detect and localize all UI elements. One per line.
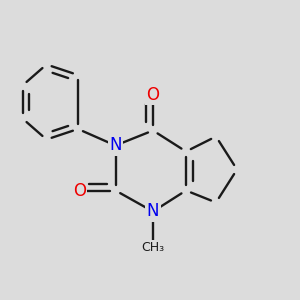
Text: N: N [109, 136, 122, 154]
Text: N: N [147, 202, 159, 220]
Text: O: O [73, 182, 86, 200]
Text: CH₃: CH₃ [141, 241, 165, 254]
Text: O: O [146, 85, 160, 103]
